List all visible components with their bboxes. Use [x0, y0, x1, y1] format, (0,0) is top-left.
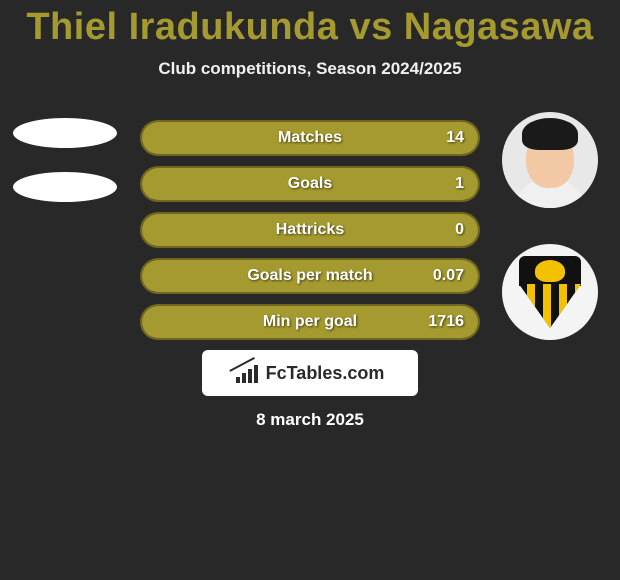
face-icon [502, 112, 598, 208]
stat-label: Goals [142, 175, 478, 193]
chart-icon [236, 363, 260, 383]
right-player-column [490, 112, 610, 340]
stat-row: Min per goal1716 [140, 304, 480, 340]
page-title: Thiel Iradukunda vs Nagasawa [0, 0, 620, 49]
player-photo [502, 112, 598, 208]
brand-link[interactable]: FcTables.com [202, 350, 418, 396]
stat-row: Hattricks0 [140, 212, 480, 248]
date-label: 8 march 2025 [0, 410, 620, 430]
club-crest-placeholder [13, 172, 117, 202]
stat-value-right: 14 [446, 129, 464, 147]
stat-row: Goals per match0.07 [140, 258, 480, 294]
stat-value-right: 1716 [428, 313, 464, 331]
stat-value-right: 0.07 [433, 267, 464, 285]
stat-value-right: 0 [455, 221, 464, 239]
club-crest [502, 244, 598, 340]
brand-text: FcTables.com [266, 363, 385, 384]
stat-label: Matches [142, 129, 478, 147]
stats-column: Matches14 Goals1 Hattricks0 Goals per match… [140, 120, 480, 350]
stat-value-right: 1 [455, 175, 464, 193]
comparison-card: Thiel Iradukunda vs Nagasawa Club compet… [0, 0, 620, 580]
stat-label: Hattricks [142, 221, 478, 239]
stat-row: Goals1 [140, 166, 480, 202]
stat-row: Matches14 [140, 120, 480, 156]
page-subtitle: Club competitions, Season 2024/2025 [0, 59, 620, 79]
stat-label: Goals per match [142, 267, 478, 285]
left-player-column [10, 118, 120, 226]
shield-icon [519, 256, 581, 328]
player-photo-placeholder [13, 118, 117, 148]
